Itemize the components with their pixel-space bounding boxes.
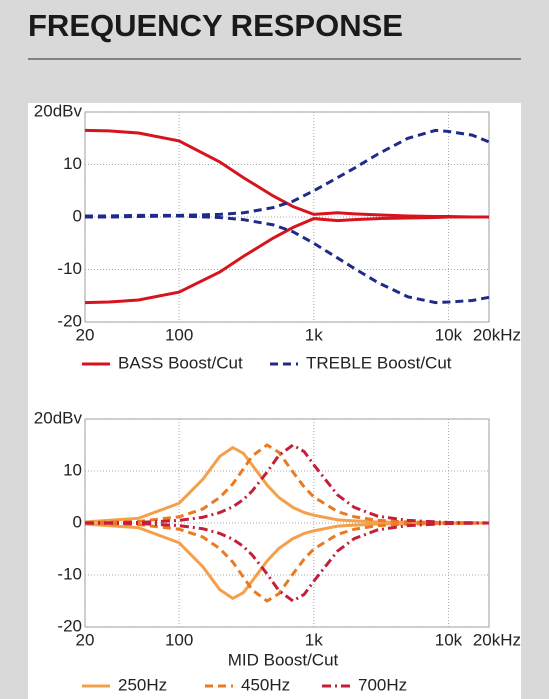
x-tick-label: 10k xyxy=(435,630,463,649)
response-curve xyxy=(84,521,490,603)
response-curve xyxy=(84,443,490,525)
x-tick-label: 20 xyxy=(76,325,95,344)
y-tick-label: -10 xyxy=(57,564,82,583)
legend-label: 700Hz xyxy=(358,675,407,694)
x-tick-label: 1k xyxy=(305,325,323,344)
y-tick-label: -20 xyxy=(57,616,82,635)
x-axis-label: MID Boost/Cut xyxy=(228,650,339,669)
x-tick-label: 20kHz xyxy=(473,630,521,649)
y-tick-label: -20 xyxy=(57,311,82,330)
response-curve xyxy=(84,521,490,603)
response-curve xyxy=(84,443,490,525)
y-tick-label: 0 xyxy=(73,206,82,225)
legend-label: 450Hz xyxy=(241,675,290,694)
x-tick-label: 20 xyxy=(76,630,95,649)
legend-label: BASS Boost/Cut xyxy=(118,353,243,372)
x-tick-label: 1k xyxy=(305,630,323,649)
x-tick-label: 20kHz xyxy=(473,325,521,344)
y-tick-label: 0 xyxy=(73,512,82,531)
x-tick-label: 100 xyxy=(165,325,193,344)
y-tick-label: 20dBv xyxy=(34,101,83,120)
y-tick-label: 20dBv xyxy=(34,408,83,427)
response-curve xyxy=(84,445,489,525)
y-tick-label: 10 xyxy=(63,154,82,173)
x-tick-label: 10k xyxy=(435,325,463,344)
y-tick-label: 10 xyxy=(63,460,82,479)
response-curve xyxy=(84,215,489,305)
page-title: FREQUENCY RESPONSE xyxy=(28,8,403,43)
legend-label: 250Hz xyxy=(118,675,167,694)
y-tick-label: -10 xyxy=(57,259,82,278)
legend-label: TREBLE Boost/Cut xyxy=(306,353,452,372)
response-curve xyxy=(85,214,490,305)
response-curve xyxy=(84,521,489,601)
x-tick-label: 100 xyxy=(165,630,193,649)
